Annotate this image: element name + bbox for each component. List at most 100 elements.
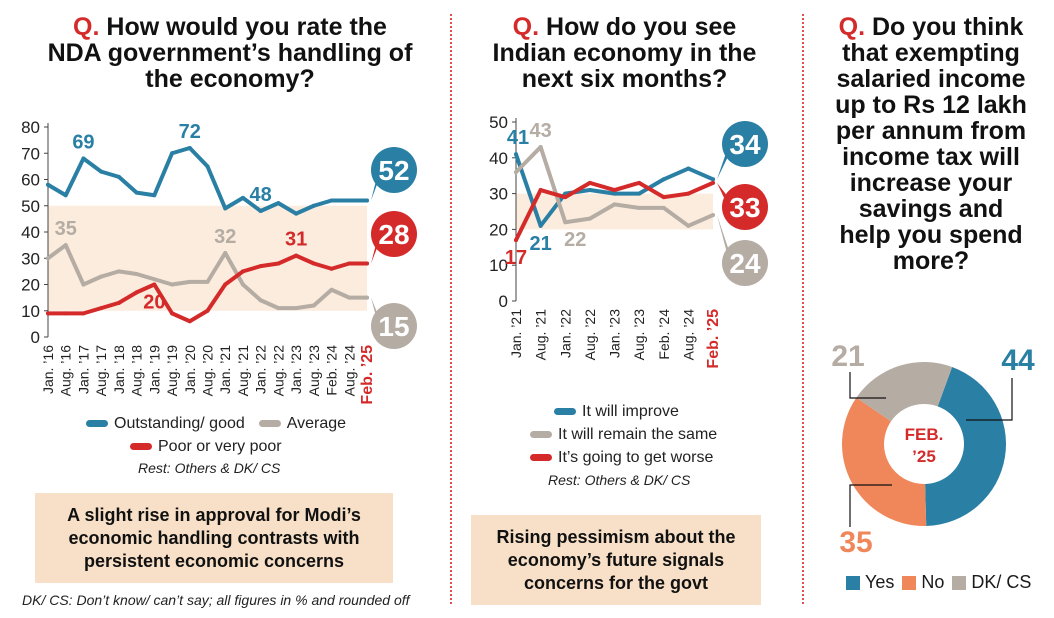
approval-end-label-red: 28 [378,219,409,250]
outlook-ytick-label: 20 [489,220,508,239]
outlook-end-label-red: 33 [729,192,760,223]
outlook-point-red [637,180,642,185]
approval-point-blue [170,151,175,156]
approval-question-title: Q. How would you rate the NDA government… [47,13,413,93]
donut-slice-blue [925,366,1006,526]
outlook-point-red [563,195,568,200]
approval-xtick-label: Aug. ’20 [200,345,216,397]
approval-xtick-label: Feb. ’24 [324,345,340,396]
outlook-end-bubble-blue [722,121,768,167]
approval-point-grey [152,277,157,282]
donut-slice-grey [856,362,953,422]
approval-point-grey [63,243,68,248]
approval-end-label-grey: 15 [378,311,409,342]
outlook-point-red [514,238,518,243]
outlook-point-blue [661,177,666,182]
donut-value-label-blue: 44 [1001,344,1035,377]
legend-label-good: Outstanding/ good [114,414,245,432]
donut-slice-orange [841,397,927,526]
donut-leader-blue [966,378,1013,421]
approval-legend: Outstanding/ good Average Poor or very p… [86,412,346,458]
approval-point-red [170,311,175,316]
approval-point-blue [276,201,281,206]
outlook-point-grey [711,213,715,218]
approval-xtick-label: Jan. ’17 [75,345,91,394]
approval-xtick-label: Aug. ’21 [235,345,251,397]
outlook-data-label: 22 [564,229,586,251]
legend-label-average: Average [286,414,347,432]
approval-point-grey [116,269,121,274]
legend-label-same: It will remain the same [558,425,718,443]
approval-point-red [311,261,316,266]
approval-point-grey [276,306,281,311]
outlook-point-grey [637,205,642,210]
approval-point-blue [329,198,334,203]
donut-center [885,405,963,483]
outlook-point-grey [514,170,518,175]
outlook-point-grey [587,216,592,221]
approval-xtick-label: Jan. ’16 [40,345,56,394]
approval-point-blue [152,193,157,198]
outlook-xtick-label: Jan. ’23 [607,309,623,358]
legend-swatch-worse [530,454,552,461]
legend-swatch-yes [846,575,860,590]
approval-xtick-label: Aug. ’22 [270,345,286,397]
approval-point-grey [294,306,299,311]
divider-left [450,14,452,604]
outlook-point-red [686,191,691,196]
legend-swatch-dk [952,575,967,590]
outlook-xtick-label: Aug. ’24 [680,309,696,361]
approval-xtick-label: Aug. ’23 [306,345,322,397]
approval-data-label: 20 [143,292,165,314]
approval-point-blue [365,198,369,203]
approval-point-grey [347,295,352,300]
approval-ytick-label: 80 [21,118,40,137]
approval-point-blue [294,211,299,216]
donut-leader-grey [849,372,886,399]
outlook-end-label-blue: 34 [729,129,761,160]
approval-point-grey [365,295,369,300]
approval-end-label-blue: 52 [378,155,409,186]
legend-label-poor: Poor or very poor [158,437,282,455]
approval-ytick-label: 40 [21,223,40,242]
donut-center-label: FEB. [905,425,944,444]
approval-point-blue [46,182,50,187]
outlook-xtick-label: Jan. ’22 [557,309,573,358]
outlook-ytick-label: 10 [489,256,508,275]
approval-band [48,205,367,311]
approval-xtick-label: Jan. ’19 [146,345,162,394]
legend-swatch-improve [554,408,576,415]
outlook-point-grey [661,205,666,210]
outlook-point-blue [612,191,617,196]
approval-xtick-label: Jan. ’21 [217,345,233,394]
approval-point-grey [329,287,334,292]
outlook-question-title: Q. How do you see Indian economy in the … [492,13,757,93]
tax-legend: Yes No DK/ CS [846,572,1039,593]
approval-end-bubble-red [371,211,417,257]
donut-value-label-orange: 35 [839,526,872,559]
outlook-ytick-label: 0 [499,292,508,311]
approval-data-label: 32 [214,226,236,248]
approval-point-grey [187,279,192,284]
footnote: DK/ CS: Don’t know/ can’t say; all figur… [22,592,410,608]
approval-data-label: 48 [250,184,272,206]
outlook-point-red [587,180,592,185]
legend-label-worse: It’s going to get worse [558,448,714,466]
approval-xtick-label: Aug. ’18 [129,345,145,397]
panel-approval: Q. How would you rate the NDA government… [0,0,450,618]
approval-point-blue [81,156,86,161]
legend-swatch-same [530,431,552,438]
approval-point-grey [311,303,316,308]
divider-right [802,14,804,604]
outlook-point-grey [612,202,617,207]
approval-point-red [116,300,121,305]
legend-label-no: No [921,572,945,592]
approval-point-blue [116,174,121,179]
outlook-xtick-label: Aug. ’22 [582,309,598,361]
outlook-point-grey [538,145,543,150]
approval-xtick-label: Aug. ’24 [341,345,357,397]
approval-point-blue [63,193,68,198]
outlook-xtick-label: Jan. ’21 [508,309,524,358]
approval-point-blue [205,164,210,169]
